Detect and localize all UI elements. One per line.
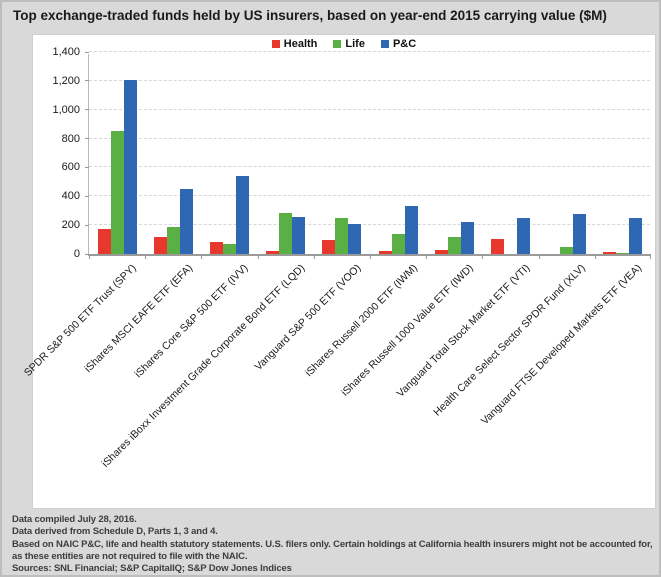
bar-health-3 <box>266 251 280 254</box>
bar-pc-9 <box>629 217 643 254</box>
x-axis-tick <box>313 254 315 259</box>
bar-health-9 <box>603 251 617 254</box>
bar-pc-8 <box>573 214 587 254</box>
bar-pc-4 <box>348 223 362 254</box>
gridline-600 <box>89 166 650 168</box>
bar-health-1 <box>153 237 167 254</box>
x-axis-tick <box>89 254 90 259</box>
chart-panel: Health Life P&C 0 200 400 600 800 1,000 1,200 1,4… <box>22 34 656 509</box>
x-axis-tick <box>482 254 484 259</box>
y-axis-tick <box>85 166 89 168</box>
bar-pc-7 <box>517 218 530 254</box>
y-axis-tick <box>85 109 89 111</box>
bar-pc-3 <box>292 217 306 254</box>
bar-pc-2 <box>236 176 249 254</box>
footnote-line-4: Sources: SNL Financial; S&P CapitalIQ; S… <box>12 563 292 575</box>
y-axis-tick <box>85 224 89 226</box>
y-axis-tick <box>85 80 89 82</box>
legend-item-health: Health <box>271 38 318 50</box>
bar-pc-5 <box>404 206 418 254</box>
bar-life-0 <box>110 130 124 254</box>
y-axis-label: 600 <box>61 161 80 174</box>
plot-area: 0 200 400 600 800 1,000 1,200 1,400 SPDR S&P 500… <box>22 46 651 470</box>
chart-title: Top exchange-traded funds held by US ins… <box>13 8 607 23</box>
gridline-1000 <box>89 108 650 110</box>
bar-health-4 <box>322 239 336 254</box>
bar-health-0 <box>97 229 111 254</box>
y-axis-label: 1,400 <box>52 46 80 58</box>
x-axis-tick <box>426 254 428 259</box>
footnote-line-2: Data derived from Schedule D, Parts 1, 3… <box>12 526 218 538</box>
bar-pc-1 <box>179 189 193 254</box>
legend-label-life: Life <box>345 38 365 50</box>
bar-health-2 <box>210 241 223 254</box>
x-axis-tick <box>145 254 147 259</box>
gridline-800 <box>89 137 650 139</box>
bar-life-6 <box>447 236 461 254</box>
y-axis-label: 1,000 <box>52 103 80 116</box>
y-axis-tick <box>85 195 89 197</box>
x-axis-label-0: SPDR S&P 500 ETF Trust (SPY) <box>21 262 139 379</box>
legend-item-pc: P&C <box>380 38 417 50</box>
bar-health-6 <box>434 250 448 254</box>
x-axis-tick <box>370 254 371 259</box>
gridline-200 <box>89 224 650 226</box>
y-axis-label: 200 <box>61 219 80 232</box>
x-axis-tick <box>201 254 203 259</box>
x-axis-tick <box>257 254 259 259</box>
legend-swatch-pc <box>380 40 389 48</box>
footnote-line-3: Based on NAIC P&C, life and health statu… <box>12 538 653 562</box>
x-axis-label-2: iShares Core S&P 500 ETF (IVV) <box>132 262 251 381</box>
gridline-1200 <box>89 79 650 81</box>
bar-pc-6 <box>460 222 474 254</box>
footnote-line-1: Data compiled July 28, 2016. <box>12 514 137 525</box>
x-axis-label-5: iShares Russell 2000 ETF (IWM) <box>302 262 420 380</box>
x-axis-label-4: Vanguard S&P 500 ETF (VOO) <box>252 262 364 373</box>
y-axis-tick <box>85 253 89 255</box>
bar-health-5 <box>378 251 392 254</box>
y-axis-tick <box>85 138 89 140</box>
y-axis-label: 800 <box>61 132 80 145</box>
legend: Health Life P&C <box>33 38 655 50</box>
bar-life-1 <box>166 227 180 254</box>
bar-pc-0 <box>123 80 137 254</box>
footnotes: Data compiled July 28, 2016. Data derived… <box>12 514 658 575</box>
bar-life-4 <box>335 218 349 254</box>
x-axis-label-3: iShares iBoxx Investment Grade Corporate… <box>99 262 308 470</box>
bar-life-5 <box>391 233 405 254</box>
bar-life-2 <box>223 243 236 254</box>
y-axis-tick <box>85 51 89 53</box>
x-axis-label-1: iShares MSCI EAFE ETF (EFA) <box>81 262 195 375</box>
bar-health-7 <box>491 238 504 254</box>
bar-life-8 <box>560 247 574 254</box>
y-axis-label: 1,200 <box>52 74 80 87</box>
legend-swatch-life <box>333 40 342 48</box>
x-axis-tick <box>538 254 540 259</box>
gridline-400 <box>89 195 650 197</box>
bar-life-3 <box>279 212 293 254</box>
bar-life-9 <box>616 252 630 254</box>
legend-item-life: Life <box>333 38 365 50</box>
legend-label-health: Health <box>283 38 318 50</box>
legend-label-pc: P&C <box>392 38 417 50</box>
legend-swatch-health <box>271 40 280 48</box>
y-axis-label: 400 <box>61 190 80 203</box>
x-axis-tick <box>594 254 596 259</box>
x-axis-tick <box>650 254 651 259</box>
gridline-1400 <box>89 51 650 52</box>
y-axis-label: 0 <box>73 248 80 260</box>
